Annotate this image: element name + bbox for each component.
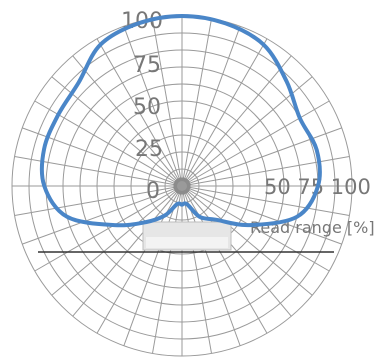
radial-tick-label: 25 (135, 137, 163, 162)
grid-spoke (123, 26, 183, 187)
grid-spoke (123, 185, 183, 346)
grid-spoke (181, 55, 292, 187)
grid-spoke (181, 38, 268, 187)
radial-tick-label: 75 (133, 53, 161, 78)
grid-spoke (181, 185, 313, 296)
grid-spoke (14, 185, 183, 217)
grid-spoke (151, 185, 183, 354)
grid-spoke (181, 185, 213, 354)
grid-spoke (181, 155, 350, 187)
grid-spoke (34, 185, 183, 272)
grid-spoke (72, 55, 183, 187)
grid-spoke (181, 185, 292, 317)
grid-spoke (181, 185, 350, 217)
grid-spoke (181, 26, 241, 187)
read-range-curve (39, 14, 322, 228)
reader-block-face (146, 237, 228, 248)
grid-spoke (51, 185, 183, 296)
grid-spoke (181, 100, 330, 187)
radial-axis-label: Read range [%] (250, 218, 375, 237)
grid-spoke (181, 185, 330, 272)
grid-spoke (72, 185, 183, 317)
grid-spoke (181, 127, 342, 187)
grid-spoke (181, 185, 241, 346)
radial-tick-label: 0 (146, 179, 160, 204)
grid-spoke (151, 18, 183, 187)
grid-spoke (96, 38, 183, 187)
radial-tick-label: 50 (133, 95, 161, 120)
grid-spoke (181, 18, 213, 187)
grid-spoke (96, 185, 183, 334)
grid-spoke (181, 185, 268, 334)
grid-spoke (22, 185, 183, 245)
center-hub (177, 181, 187, 191)
grid-spoke (51, 76, 183, 187)
grid-spoke (181, 185, 342, 245)
